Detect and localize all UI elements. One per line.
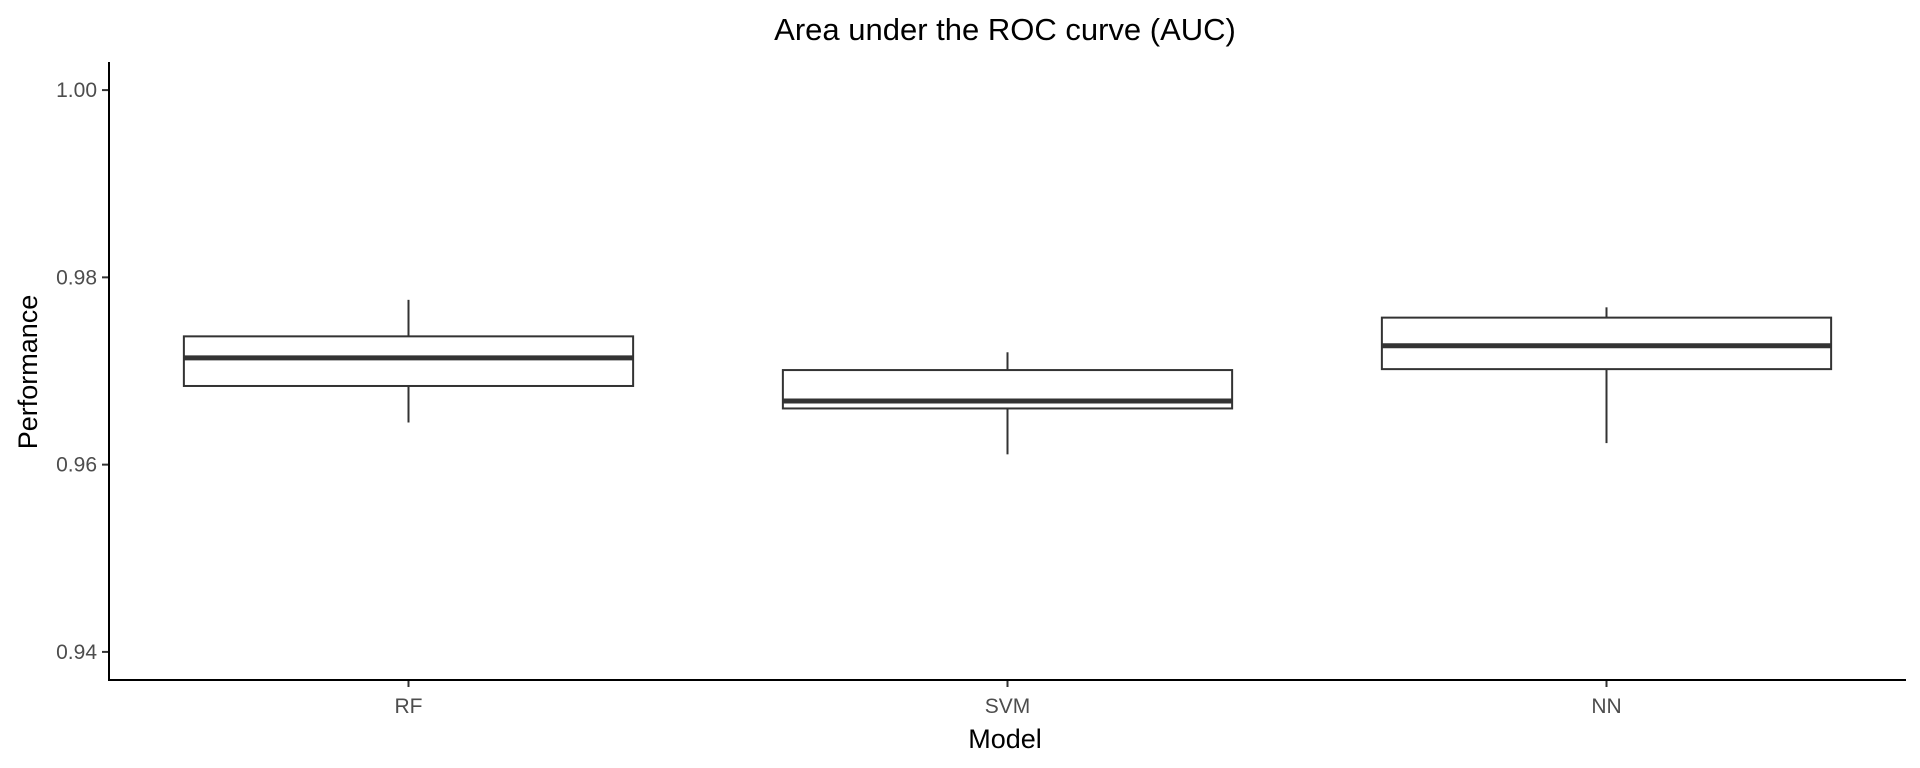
chart-title: Area under the ROC curve (AUC) (774, 12, 1236, 47)
y-axis-ticks: 0.94 0.96 0.98 1.00 (56, 79, 109, 664)
x-axis-ticks: RF SVM NN (395, 680, 1622, 718)
x-tick-label: RF (395, 695, 423, 718)
y-tick-label: 0.98 (56, 266, 97, 289)
box-nn (1380, 307, 1833, 444)
box-rf (182, 299, 635, 423)
y-tick-label: 1.00 (56, 79, 97, 102)
x-tick-label: SVM (985, 695, 1031, 718)
box-svm (781, 352, 1234, 455)
x-tick-label: NN (1591, 695, 1621, 718)
y-tick-label: 0.96 (56, 454, 97, 477)
iqr-box (182, 335, 635, 387)
y-tick-label: 0.94 (56, 641, 97, 664)
box-series (182, 299, 1833, 455)
x-axis-title: Model (968, 724, 1042, 754)
y-axis-title: Performance (13, 295, 43, 450)
